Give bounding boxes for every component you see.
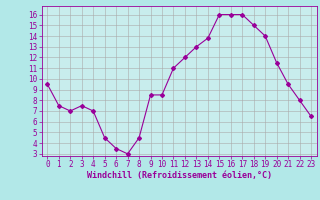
X-axis label: Windchill (Refroidissement éolien,°C): Windchill (Refroidissement éolien,°C): [87, 171, 272, 180]
